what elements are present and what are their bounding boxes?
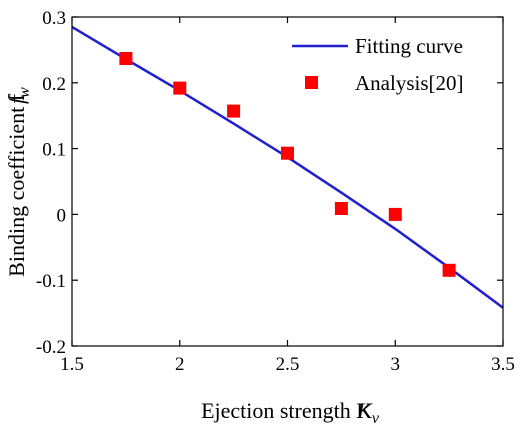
legend-label-fitting-curve: Fitting curve: [355, 34, 463, 58]
y-axis-title-symbol: f: [4, 95, 29, 104]
x-tick-label: 2: [175, 354, 185, 375]
x-tick-label: 3.5: [491, 354, 515, 375]
x-tick-label: 1.5: [60, 354, 84, 375]
y-tick-label: 0.3: [42, 8, 66, 29]
x-axis-title-symbol: K: [356, 398, 373, 423]
data-point-analysis: [119, 52, 133, 65]
y-axis-title-text: Binding coefficient f: [4, 93, 29, 277]
data-point-analysis: [334, 202, 348, 215]
legend-marker-swatch: [305, 76, 318, 89]
y-axis-title-sub: w: [16, 87, 33, 98]
y-tick-label: 0.2: [42, 74, 66, 95]
series-layer: [71, 25, 504, 309]
plot-area: [72, 17, 503, 346]
data-point-analysis: [227, 104, 241, 118]
x-axis-title-text: Ejection strength K: [201, 398, 372, 423]
legend: Fitting curve Analysis[20]: [292, 34, 464, 95]
y-axis-title: Binding coefficient ffw: [4, 87, 33, 277]
y-tick-label: 0.1: [42, 140, 66, 161]
data-point-analysis: [281, 146, 294, 160]
axes: 1.5 2 2.5 3 3.5 -0.2 -0.1 0 0.1 0.2 0.3: [36, 8, 515, 375]
x-axis-title: Ejection strength KKv: [201, 398, 380, 426]
plot-background: [72, 17, 503, 346]
x-tick-label: 2.5: [276, 354, 300, 375]
y-tick-label: -0.1: [36, 271, 66, 292]
data-point-analysis: [442, 263, 456, 277]
data-point-analysis: [173, 81, 187, 95]
y-tick-label: -0.2: [36, 337, 66, 358]
x-tick-label: 3: [391, 354, 401, 375]
y-tick-label: 0: [57, 205, 67, 226]
legend-label-analysis: Analysis[20]: [355, 71, 464, 95]
data-point-analysis: [388, 207, 402, 221]
x-axis-title-sub: v: [372, 410, 380, 426]
